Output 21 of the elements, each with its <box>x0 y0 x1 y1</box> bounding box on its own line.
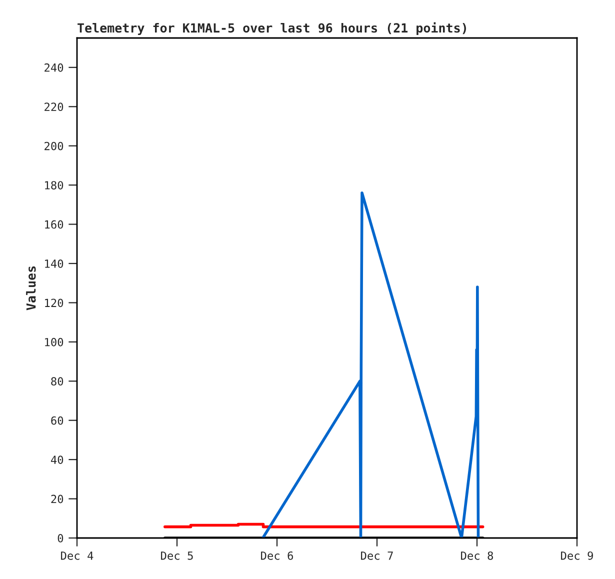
y-tick-label: 0 <box>58 534 64 542</box>
chart-title: Telemetry for K1MAL-5 over last 96 hours (21 points) <box>78 22 466 36</box>
x-tick-label: Dec 6 <box>261 551 294 560</box>
x-tick-label: Dec 8 <box>461 551 494 560</box>
y-tick-label: 60 <box>51 416 64 425</box>
y-tick-label: 20 <box>51 494 64 504</box>
x-tick-label: Dec 7 <box>361 552 393 560</box>
x-tick-label: Dec 4 <box>61 552 94 560</box>
x-tick-label: Dec 9 <box>561 551 593 560</box>
y-tick-label: 100 <box>45 338 64 346</box>
y-tick-label: 220 <box>44 102 64 112</box>
y-tick-label: 160 <box>45 220 64 229</box>
y-tick-label: 180 <box>45 181 64 190</box>
y-tick-label: 40 <box>50 456 64 464</box>
x-tick-label: Dec 5 <box>161 552 193 560</box>
y-tick-label: 240 <box>44 63 64 72</box>
y-tick-label: 120 <box>45 298 64 308</box>
y-tick-label: 200 <box>44 142 64 150</box>
y-tick-label: 140 <box>45 259 64 268</box>
y-tick-label: 80 <box>51 377 64 386</box>
y-axis-title: Values <box>26 266 36 310</box>
